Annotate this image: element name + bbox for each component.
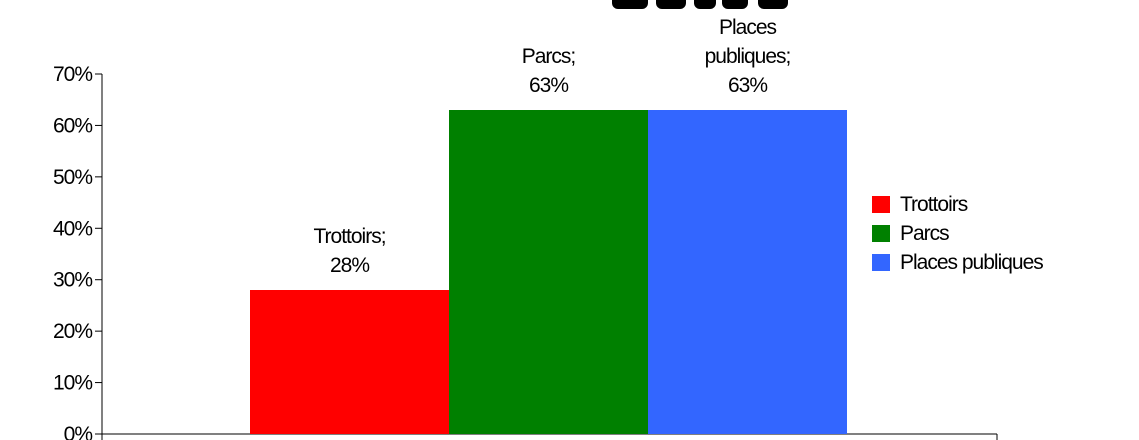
y-tick-label: 70%: [53, 63, 92, 86]
legend-label-parcs: Parcs: [900, 222, 950, 245]
bar-places-publiques: [648, 110, 847, 434]
data-labels: Trottoirs; 28% Parcs; 63% Places publiques; 63…: [313, 16, 791, 277]
legend-swatch-trottoirs: [872, 196, 890, 213]
y-axis: 0% 10% 20% 30% 40% 50% 60% 70%: [53, 63, 103, 440]
legend-swatch-parcs: [872, 225, 890, 242]
data-label-places-publiques: Places: [719, 16, 777, 39]
legend-label-places-publiques: Places publiques: [900, 251, 1044, 274]
legend-label-trottoirs: Trottoirs: [900, 193, 968, 216]
y-tick-label: 0%: [64, 423, 93, 440]
legend: Trottoirs Parcs Places publiques: [872, 190, 1044, 277]
y-tick-label: 30%: [53, 269, 92, 292]
y-tick-label: 40%: [53, 217, 92, 240]
data-label-parcs: 63%: [529, 74, 568, 97]
y-tick-label: 20%: [53, 320, 92, 343]
legend-item-trottoirs: Trottoirs: [872, 190, 1043, 219]
data-label-trottoirs: 28%: [330, 254, 369, 277]
x-axis: [101, 433, 998, 440]
bar-parcs: [449, 110, 648, 434]
legend-swatch-places-publiques: [872, 254, 890, 271]
data-label-places-publiques: 63%: [728, 74, 767, 97]
data-label-trottoirs: Trottoirs;: [313, 225, 385, 248]
y-tick-label: 50%: [53, 166, 92, 189]
y-tick-label: 60%: [53, 114, 92, 137]
legend-item-places-publiques: Places publiques: [872, 248, 1044, 277]
data-label-parcs: Parcs;: [522, 45, 576, 68]
bars: [250, 110, 847, 434]
y-tick-label: 10%: [53, 372, 92, 395]
data-label-places-publiques: publiques;: [705, 45, 791, 68]
legend-item-parcs: Parcs: [872, 219, 1043, 248]
bar-trottoirs: [250, 290, 449, 434]
